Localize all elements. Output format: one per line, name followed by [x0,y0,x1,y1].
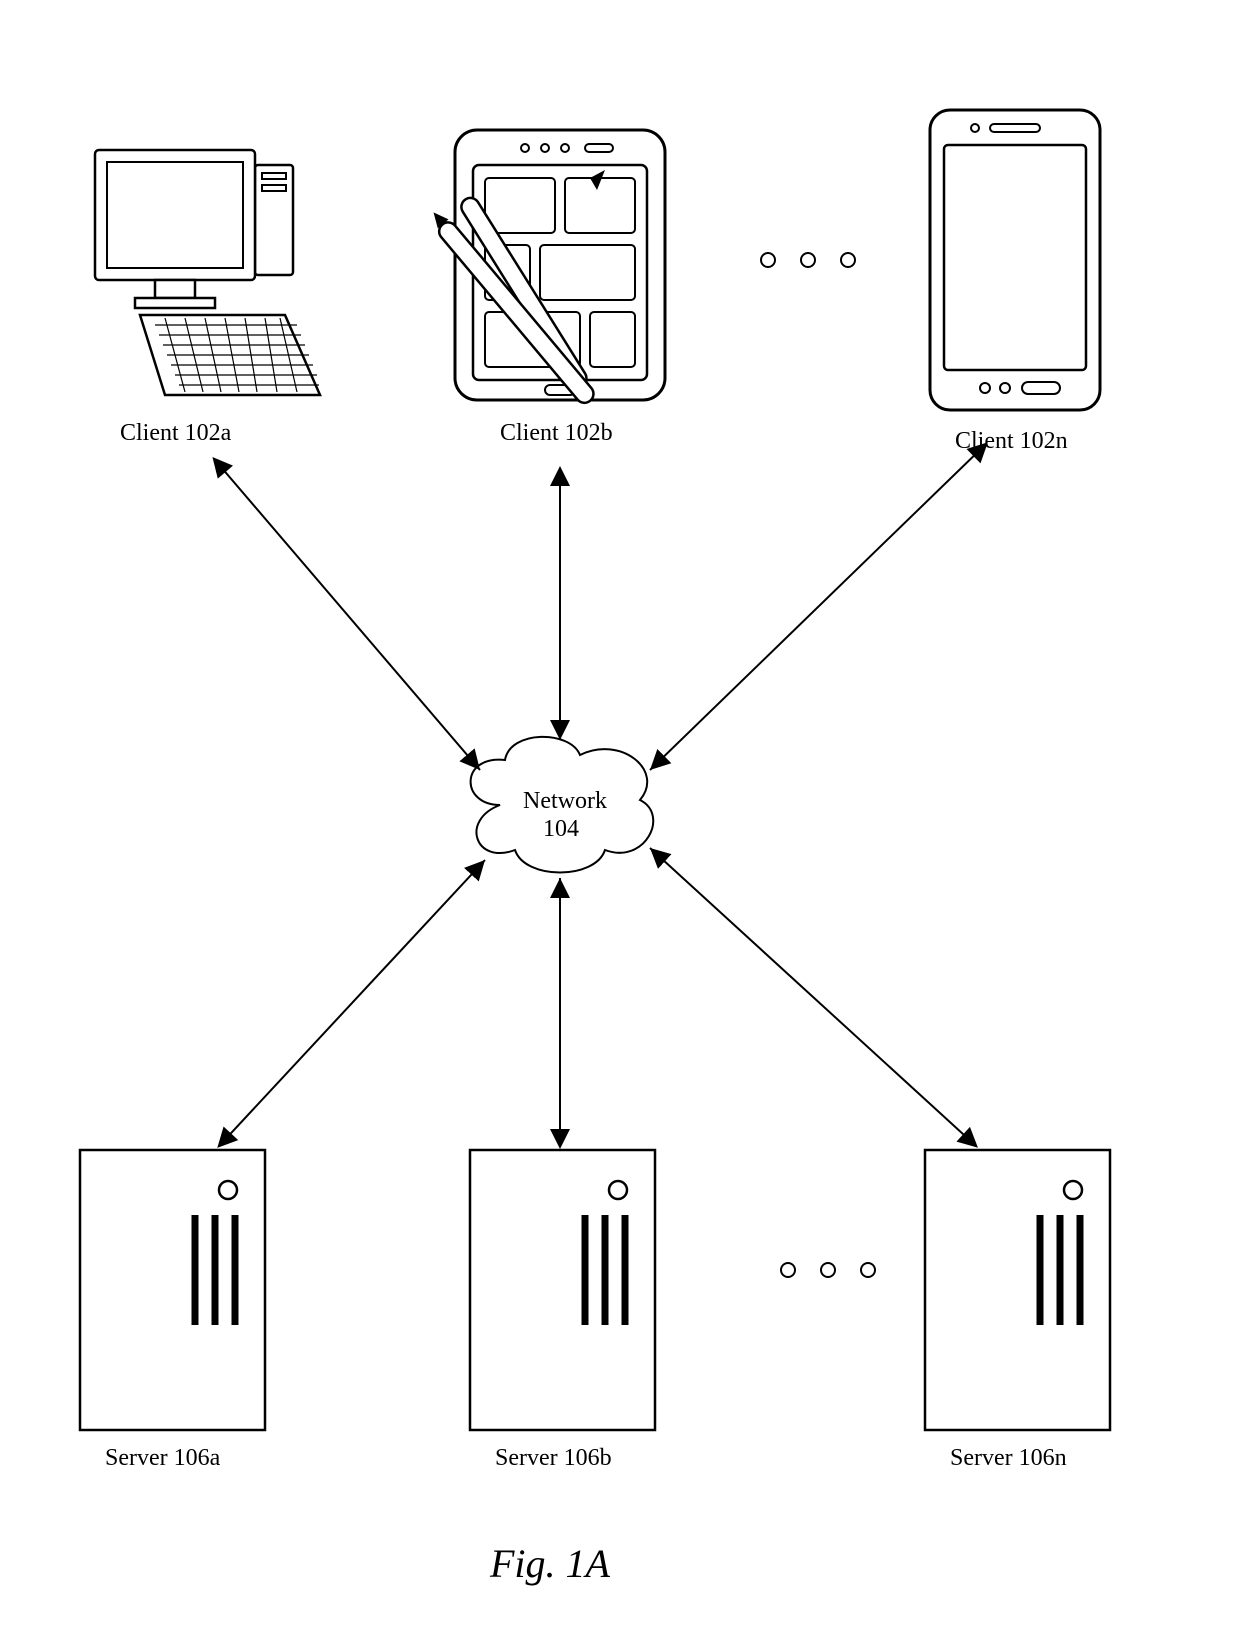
client-desktop-icon [95,150,320,395]
network-label-1: Network [523,788,607,815]
diagram-svg [0,0,1240,1640]
diagram-canvas: Client 102a Client 102b Client 102n Netw… [0,0,1240,1640]
figure-caption: Fig. 1A [490,1540,610,1587]
server-b-label: Server 106b [495,1445,612,1472]
ellipsis-dot [760,252,776,268]
client-phone-icon [930,110,1100,410]
ellipsis-dot [780,1262,796,1278]
ellipsis-dot [820,1262,836,1278]
ellipsis-dot [800,252,816,268]
client-tablet-icon [426,130,665,410]
client-a-label: Client 102a [120,420,231,447]
server-a-label: Server 106a [105,1445,220,1472]
client-b-label: Client 102b [500,420,613,447]
network-label-2: 104 [543,816,579,843]
server-n-label: Server 106n [950,1445,1067,1472]
server-a-icon [80,1150,265,1430]
client-n-label: Client 102n [955,428,1068,455]
ellipsis-dot [860,1262,876,1278]
server-b-icon [470,1150,655,1430]
ellipsis-dot [840,252,856,268]
server-n-icon [925,1150,1110,1430]
